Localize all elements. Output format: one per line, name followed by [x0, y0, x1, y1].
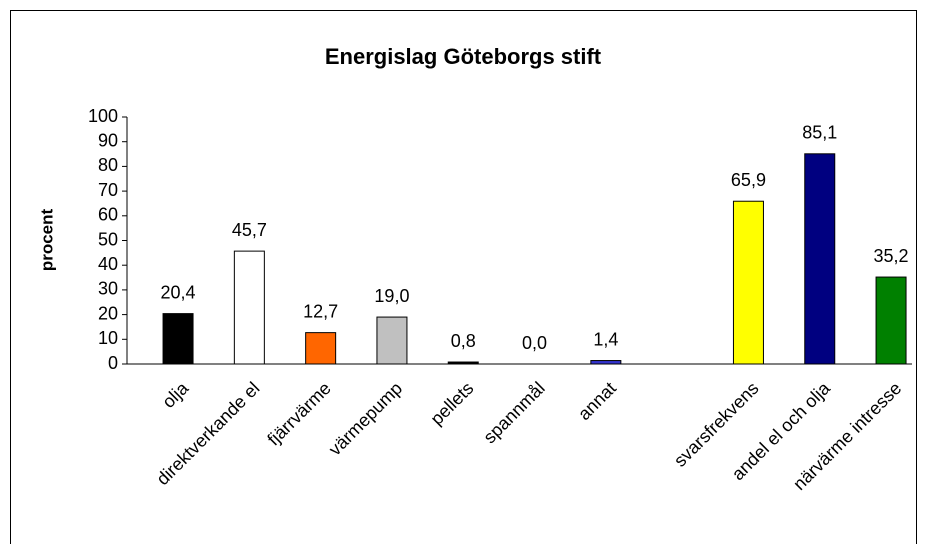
bar — [875, 276, 907, 365]
value-label: 20,4 — [161, 282, 196, 302]
y-axis-label: procent — [37, 208, 56, 271]
y-tick-label: 50 — [98, 229, 118, 249]
y-tick-label: 10 — [98, 328, 118, 348]
y-tick-label: 0 — [108, 353, 118, 373]
chart-border — [10, 10, 917, 544]
bar — [233, 250, 265, 365]
y-tick-label: 80 — [98, 155, 118, 175]
value-label: 0,8 — [451, 331, 476, 351]
y-tick-label: 20 — [98, 303, 118, 323]
bar — [590, 360, 622, 365]
y-tick-label: 40 — [98, 254, 118, 274]
y-tick-label: 60 — [98, 205, 118, 225]
value-label: 12,7 — [303, 301, 338, 321]
bar — [376, 316, 408, 365]
value-label: 1,4 — [593, 329, 618, 349]
value-label: 45,7 — [232, 220, 267, 240]
value-label: 19,0 — [374, 286, 409, 306]
chart-title: Energislag Göteborgs stift — [325, 44, 602, 69]
bar — [305, 332, 337, 365]
value-label: 35,2 — [874, 246, 909, 266]
value-label: 85,1 — [802, 123, 837, 143]
y-tick-label: 30 — [98, 279, 118, 299]
bar — [804, 153, 836, 365]
bar — [732, 200, 764, 365]
value-label: 65,9 — [731, 170, 766, 190]
y-tick-label: 100 — [88, 106, 118, 126]
y-tick-label: 70 — [98, 180, 118, 200]
y-tick-label: 90 — [98, 130, 118, 150]
value-label: 0,0 — [522, 333, 547, 353]
bar — [162, 313, 194, 365]
